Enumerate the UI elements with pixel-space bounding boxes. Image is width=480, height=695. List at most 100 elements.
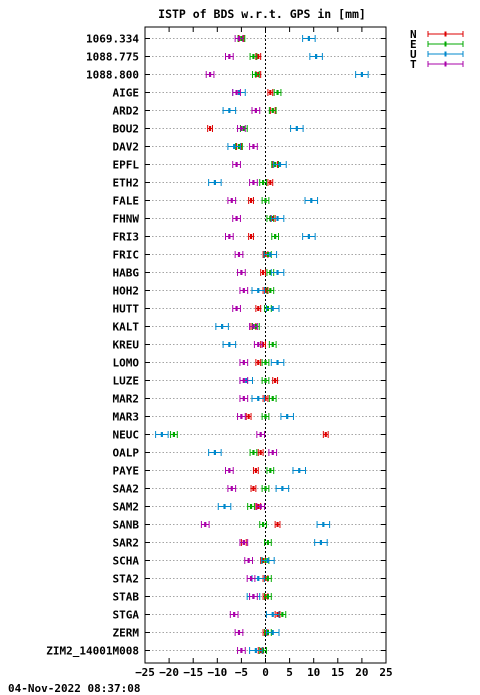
data-point-U <box>215 323 229 330</box>
y-tick-label: ZIM2_14001M008 <box>46 645 139 658</box>
data-point-E <box>261 359 270 366</box>
x-tick-label: 15 <box>331 666 344 679</box>
y-tick-label: NEUC <box>113 429 140 442</box>
data-point-N <box>252 467 259 474</box>
data-point-T <box>256 503 266 510</box>
data-point-E <box>261 377 270 384</box>
y-axis-labels: 1069.334 1088.775 1088.800 AIGE ARD2 BOU2 DAV2… <box>46 33 139 658</box>
data-point-N <box>245 413 252 420</box>
data-point-T <box>253 341 263 348</box>
data-point-E <box>261 413 270 420</box>
data-point-E <box>264 539 272 546</box>
x-tick-label: −10 <box>207 666 227 679</box>
y-tick-label: SANB <box>113 519 140 532</box>
data-point-U <box>290 125 304 132</box>
data-point-N <box>250 485 257 492</box>
y-tick-label: 1088.775 <box>86 51 139 64</box>
x-tick-label: 20 <box>355 666 368 679</box>
data-point-T <box>229 611 239 618</box>
data-point-T <box>224 233 234 240</box>
x-tick-label: −25 <box>135 666 155 679</box>
data-point-T <box>232 161 241 168</box>
data-point-T <box>232 215 241 222</box>
data-point-U <box>222 107 237 114</box>
data-point-T <box>239 287 249 294</box>
y-tick-label: SAM2 <box>113 501 140 514</box>
data-point-T <box>237 269 246 276</box>
series-T <box>200 35 278 654</box>
series-E <box>170 35 287 654</box>
data-point-T <box>232 305 241 312</box>
data-point-E <box>251 71 260 78</box>
data-point-U <box>251 287 266 294</box>
y-tick-label: MAR3 <box>113 411 140 424</box>
data-point-E <box>273 89 282 96</box>
data-point-T <box>227 485 237 492</box>
data-point-U <box>217 503 232 510</box>
y-tick-label: STA2 <box>113 573 140 586</box>
data-point-T <box>249 143 258 150</box>
data-point-T <box>246 575 256 582</box>
data-point-U <box>251 395 266 402</box>
y-tick-label: LOMO <box>113 357 140 370</box>
data-point-U <box>155 431 169 438</box>
legend-label: N <box>410 28 417 41</box>
data-point-E <box>266 287 275 294</box>
y-tick-label: 1088.800 <box>86 69 139 82</box>
data-point-N <box>248 233 254 240</box>
data-point-T <box>237 647 246 654</box>
y-tick-label: OALP <box>113 447 140 460</box>
data-point-E <box>271 233 280 240</box>
data-point-N <box>322 431 329 438</box>
data-point-N <box>257 449 264 456</box>
data-point-N <box>248 197 254 204</box>
data-point-T <box>224 467 234 474</box>
data-point-E <box>268 341 277 348</box>
timestamp-label: 04-Nov-2022 08:37:08 <box>8 682 140 695</box>
data-point-T <box>239 377 249 384</box>
data-point-U <box>292 467 307 474</box>
data-point-U <box>263 251 278 258</box>
x-tick-label: −5 <box>235 666 248 679</box>
x-tick-label: −20 <box>159 666 179 679</box>
data-point-T <box>249 593 258 600</box>
y-tick-label: ARD2 <box>113 105 140 118</box>
data-point-E <box>261 485 270 492</box>
y-tick-label: FRIC <box>113 249 140 262</box>
data-point-U <box>270 215 285 222</box>
data-point-T <box>234 251 244 258</box>
x-tick-label: −15 <box>183 666 203 679</box>
y-tick-label: DAV2 <box>113 141 140 154</box>
data-point-E <box>249 449 258 456</box>
data-point-U <box>280 413 294 420</box>
legend-label: E <box>410 38 417 51</box>
y-tick-label: HABG <box>113 267 140 280</box>
data-point-E <box>268 107 277 114</box>
data-point-N <box>267 179 274 186</box>
data-point-T <box>256 431 266 438</box>
data-point-U <box>309 53 323 60</box>
data-point-T <box>227 197 237 204</box>
data-point-T <box>244 557 253 564</box>
data-point-N <box>274 521 281 528</box>
y-tick-label: SAA2 <box>113 483 140 496</box>
data-point-E <box>247 503 255 510</box>
data-point-E <box>261 197 270 204</box>
data-point-U <box>265 611 280 618</box>
data-point-E <box>266 467 275 474</box>
y-tick-label: PAYE <box>113 465 140 478</box>
data-point-T <box>239 539 249 546</box>
chart-title: ISTP of BDS w.r.t. GPS in [mm] <box>158 7 366 21</box>
y-tick-label: ETH2 <box>113 177 140 190</box>
data-point-U <box>265 629 280 636</box>
data-point-E <box>268 395 277 402</box>
data-point-U <box>261 557 275 564</box>
data-point-E <box>259 521 267 528</box>
y-tick-label: SCHA <box>113 555 140 568</box>
data-point-U <box>273 161 287 168</box>
data-point-E <box>249 53 258 60</box>
data-point-N <box>207 125 213 132</box>
data-point-U <box>302 233 316 240</box>
